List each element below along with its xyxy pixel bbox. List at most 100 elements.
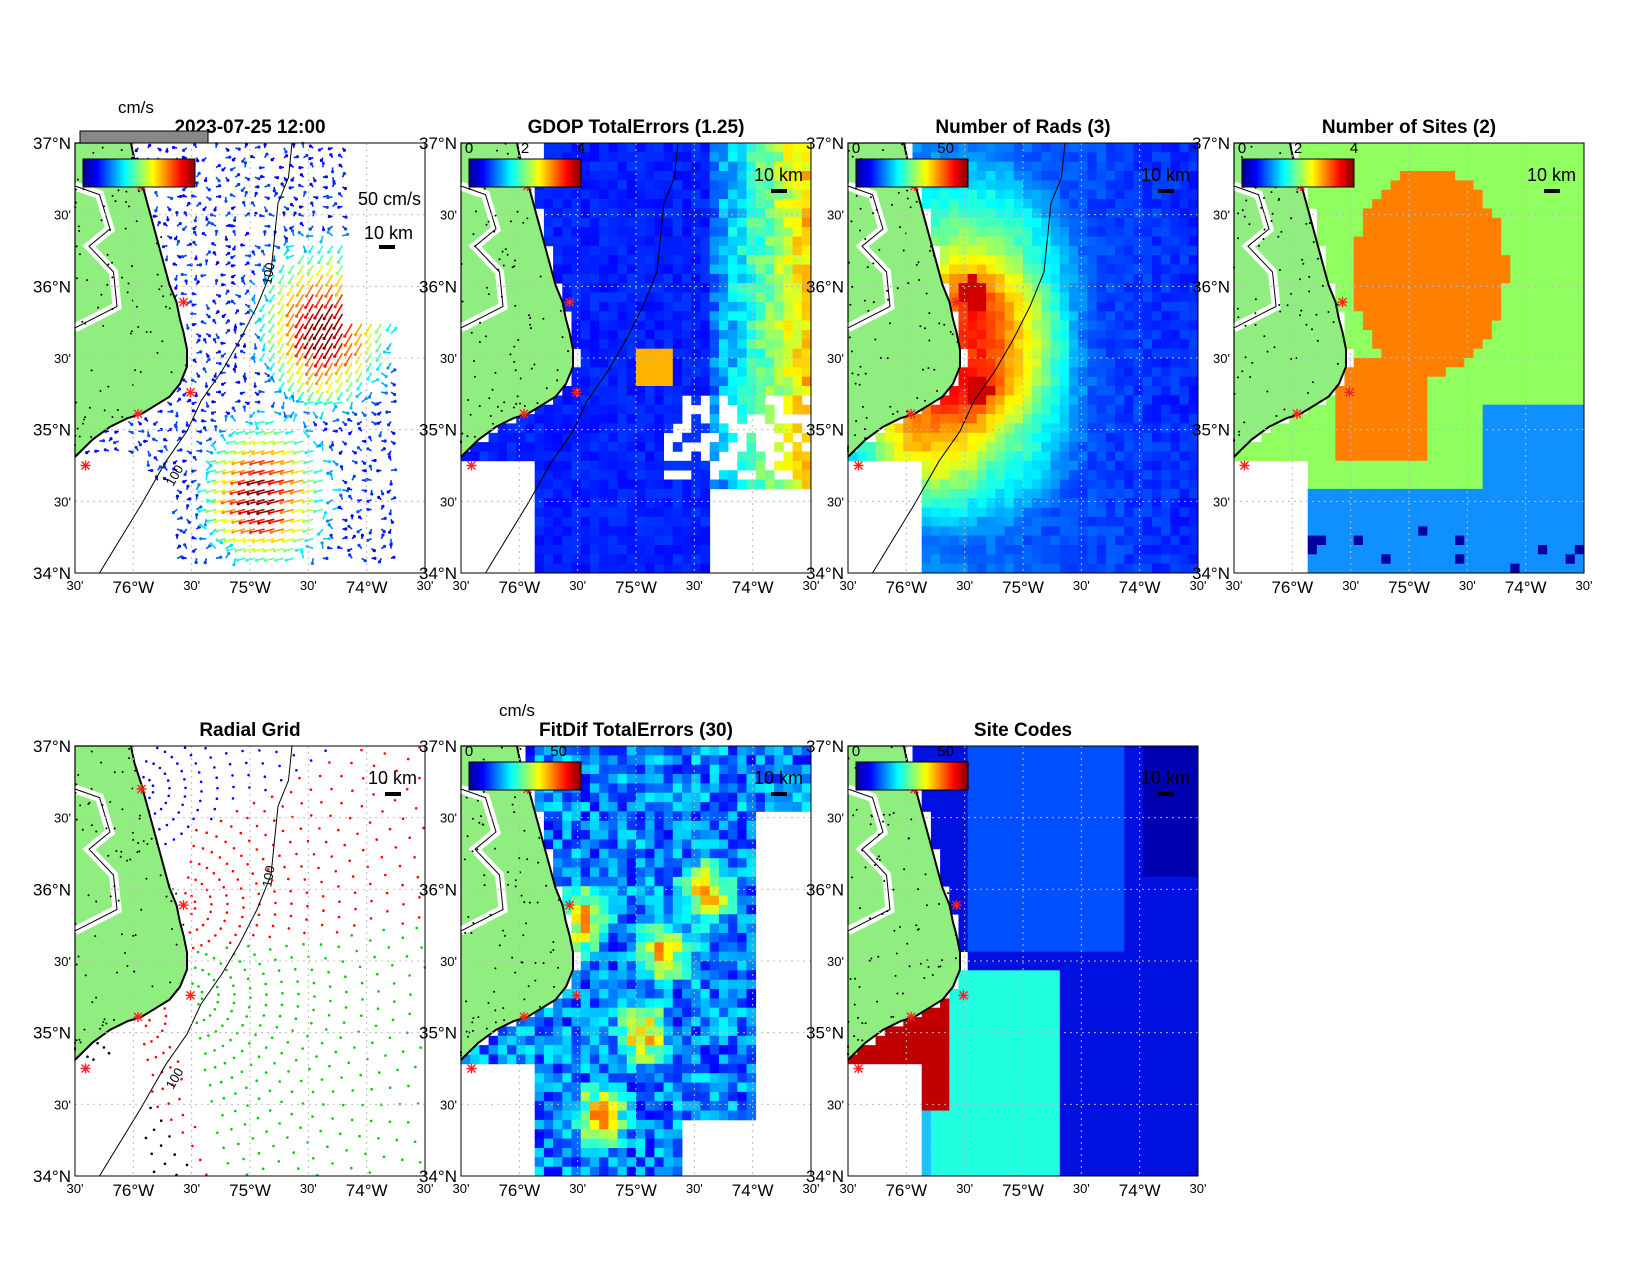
heatmap-cell bbox=[1390, 143, 1401, 153]
lon-tick-label: 75°W bbox=[229, 578, 271, 597]
vector-head bbox=[284, 237, 288, 241]
coast-speck bbox=[500, 409, 503, 412]
heatmap-cell bbox=[553, 423, 563, 434]
heatmap-cell bbox=[764, 152, 775, 162]
heatmap-cell bbox=[783, 358, 793, 368]
heatmap-cell bbox=[1050, 488, 1061, 499]
heatmap-cell bbox=[746, 283, 757, 293]
vector-head bbox=[288, 186, 292, 190]
vector-head bbox=[348, 553, 352, 557]
heatmap-cell bbox=[930, 423, 941, 434]
current-vector bbox=[325, 362, 334, 375]
heatmap-cell bbox=[764, 189, 775, 200]
heatmap-cell bbox=[986, 545, 996, 555]
heatmap-cell bbox=[709, 451, 720, 462]
heatmap-cell bbox=[801, 227, 812, 237]
heatmap-cell bbox=[645, 339, 655, 349]
heatmap-cell bbox=[958, 460, 969, 471]
heatmap-cell bbox=[1161, 330, 1171, 340]
heatmap-cell bbox=[728, 273, 738, 284]
heatmap-cell bbox=[626, 470, 637, 480]
heatmap-cell bbox=[636, 320, 646, 331]
heatmap-cell bbox=[1188, 516, 1199, 527]
coast-speck bbox=[864, 428, 867, 431]
heatmap-cell bbox=[1188, 460, 1199, 471]
current-vector bbox=[230, 489, 246, 495]
heatmap-cell bbox=[608, 563, 618, 574]
vector-head bbox=[182, 188, 186, 192]
heatmap-cell bbox=[1096, 152, 1107, 162]
heatmap-cell bbox=[1096, 320, 1107, 331]
heatmap-cell bbox=[1179, 255, 1190, 265]
heatmap-cell bbox=[792, 217, 803, 228]
heatmap-cell bbox=[1105, 507, 1116, 518]
vector-head bbox=[326, 471, 330, 475]
vector-head bbox=[337, 545, 341, 550]
heatmap-cell bbox=[1161, 358, 1171, 368]
heatmap-cell bbox=[1087, 339, 1098, 349]
vector-head bbox=[278, 270, 282, 274]
heatmap-cell bbox=[580, 442, 591, 452]
heatmap-cell bbox=[1013, 264, 1024, 275]
heatmap-cell bbox=[1427, 199, 1437, 209]
heatmap-cell bbox=[755, 367, 766, 377]
heatmap-cell bbox=[995, 245, 1005, 256]
heatmap-cell bbox=[1142, 526, 1153, 536]
heatmap-cell bbox=[599, 460, 609, 471]
heatmap-cell bbox=[958, 264, 969, 275]
heatmap-cell bbox=[617, 320, 628, 331]
vector-head bbox=[343, 363, 347, 367]
heatmap-cell bbox=[986, 180, 996, 191]
heatmap-cell bbox=[645, 273, 655, 284]
heatmap-cell bbox=[1105, 264, 1116, 275]
current-vector bbox=[244, 547, 256, 552]
heatmap-cell bbox=[1041, 311, 1051, 321]
heatmap-cell bbox=[1105, 432, 1116, 443]
heatmap-cell bbox=[543, 507, 554, 518]
heatmap-cell bbox=[682, 563, 692, 574]
vector-head bbox=[344, 518, 348, 523]
heatmap-cell bbox=[728, 348, 738, 359]
vector-head bbox=[179, 448, 183, 452]
heatmap-cell bbox=[1069, 236, 1079, 247]
vector-head bbox=[314, 402, 318, 406]
heatmap-cell bbox=[1161, 451, 1171, 462]
heatmap-cell bbox=[1032, 358, 1042, 368]
heatmap-cell bbox=[1170, 404, 1180, 415]
heatmap-cell bbox=[691, 432, 701, 443]
vector-head bbox=[296, 272, 300, 276]
heatmap-cell bbox=[608, 217, 618, 228]
heatmap-cell bbox=[1142, 255, 1153, 265]
heatmap-cell bbox=[626, 245, 637, 256]
heatmap-cell bbox=[1041, 414, 1051, 424]
vector-head bbox=[240, 462, 244, 466]
coast-speck bbox=[886, 289, 889, 292]
vector-head bbox=[200, 408, 204, 412]
heatmap-cell bbox=[589, 283, 600, 293]
heatmap-cell bbox=[958, 217, 969, 228]
vector-head bbox=[332, 336, 336, 340]
heatmap-cell bbox=[636, 563, 646, 574]
vector-head bbox=[172, 467, 176, 471]
current-vector bbox=[281, 459, 294, 465]
vector-head bbox=[327, 214, 331, 219]
coast-speck bbox=[515, 402, 518, 405]
heatmap-cell bbox=[562, 460, 572, 471]
vector-head bbox=[159, 409, 163, 413]
heatmap-cell bbox=[986, 152, 996, 162]
vector-head bbox=[257, 521, 261, 525]
vector-head bbox=[188, 497, 192, 501]
heatmap-cell bbox=[755, 171, 766, 181]
heatmap-cell bbox=[608, 376, 618, 387]
heatmap-cell bbox=[958, 330, 969, 340]
heatmap-cell bbox=[976, 236, 987, 247]
heatmap-cell bbox=[1170, 171, 1180, 181]
heatmap-cell bbox=[792, 479, 803, 490]
heatmap-cell bbox=[894, 432, 904, 443]
heatmap-cell bbox=[801, 376, 812, 387]
heatmap-cell bbox=[543, 563, 554, 574]
heatmap-cell bbox=[774, 199, 784, 209]
heatmap-cell bbox=[1078, 264, 1088, 275]
heatmap-cell bbox=[636, 358, 646, 368]
coast-speck bbox=[135, 220, 138, 223]
